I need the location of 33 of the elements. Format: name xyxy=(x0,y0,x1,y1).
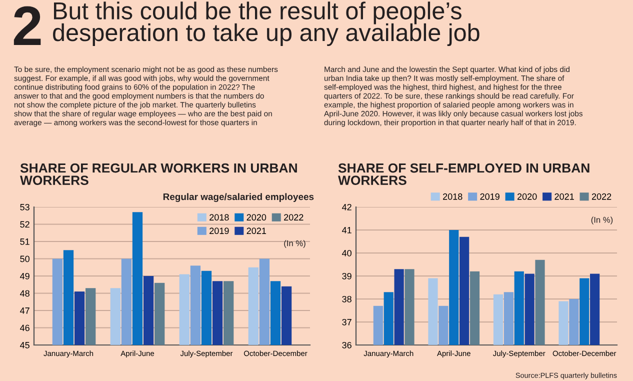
annotation: (In %) xyxy=(284,240,306,248)
legend-label: 2020 xyxy=(517,193,537,200)
y-tick-label: 48 xyxy=(20,290,30,297)
legend-label: 2022 xyxy=(592,193,612,200)
y-tick-label: 50 xyxy=(20,256,30,262)
legend-label: 2021 xyxy=(246,228,266,234)
y-tick-label: 37 xyxy=(342,318,352,326)
legend-label: 2019 xyxy=(480,193,500,200)
y-tick-label: 36 xyxy=(342,342,352,348)
y-tick-label: 51 xyxy=(20,238,30,245)
chart-title: SHARE OF SELF-EMPLOYED IN URBAN WORKERS xyxy=(338,163,590,185)
y-tick-label: 49 xyxy=(20,272,30,280)
y-tick-label: 41 xyxy=(342,227,352,234)
y-tick-label: 46 xyxy=(20,324,30,332)
y-tick-label: 53 xyxy=(20,204,30,210)
text: 2 xyxy=(14,6,41,46)
chart-subtitle: Regular wage/salaried employees xyxy=(163,193,314,202)
y-tick-label: 38 xyxy=(342,296,352,302)
legend-label: 2018 xyxy=(443,193,462,200)
legend-label: 2020 xyxy=(246,214,266,221)
y-tick-label: 42 xyxy=(342,204,352,210)
legend-label: 2021 xyxy=(554,193,574,200)
y-tick-label: 39 xyxy=(342,272,352,280)
y-tick-label: 47 xyxy=(20,308,30,314)
chart-title: SHARE OF REGULAR WORKERS IN URBAN WORKERS xyxy=(20,163,297,185)
legend-label: 2022 xyxy=(284,214,304,221)
annotation: (In %) xyxy=(591,216,613,224)
y-tick-label: 52 xyxy=(20,221,30,228)
text: But this could be the result of people’s desperation to take up any available job xyxy=(53,2,480,46)
y-tick-label: 45 xyxy=(20,342,30,348)
legend-label: 2019 xyxy=(210,228,229,234)
legend-label: 2018 xyxy=(210,214,229,221)
y-tick-label: 40 xyxy=(342,250,352,256)
